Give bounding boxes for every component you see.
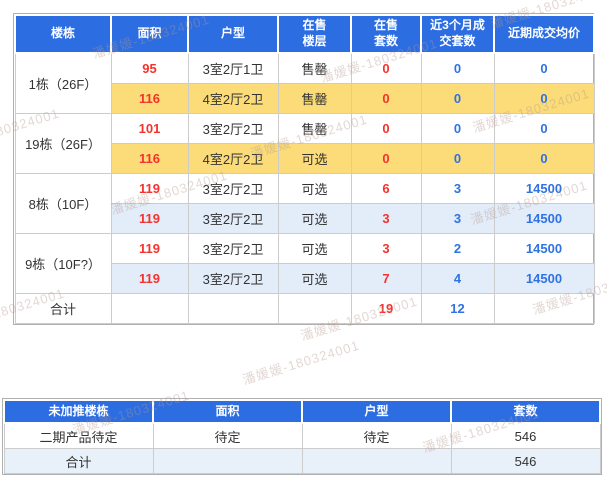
area-cell [152,448,303,474]
sold-count-cell: 0 [420,83,495,114]
total-sold-cell: 12 [420,293,495,324]
area-cell: 待定 [152,422,303,449]
floor-status-cell: 可选 [277,173,352,204]
sale-status-table-container: 楼栋 面积 户型 在售 楼层 在售 套数 近3个月成 交套数 近期成交均价 1栋… [13,13,595,325]
layout-cell: 3室2厅2卫 [187,203,279,234]
table-row: 116 4室2厅2卫 售罄 0 0 0 [15,83,595,114]
floor-status-cell: 售罄 [277,113,352,144]
watermark-text: 潘媛媛-180324001 [240,337,362,388]
building-cell: 8栋（10F） [14,173,112,234]
column-header-unit-count: 套数 [450,399,601,424]
area-cell: 119 [110,203,189,234]
table-row: 1栋（26F） 95 3室2厅1卫 售罄 0 0 0 [14,52,595,114]
column-header-layout: 户型 [187,14,279,54]
unreleased-table-container: 未加推楼栋 面积 户型 套数 二期产品待定 待定 待定 546 合计 546 [2,398,602,475]
column-header-unreleased-building: 未加推楼栋 [3,399,154,424]
total-row: 合计 19 12 [14,293,595,324]
onsale-count-cell: 0 [350,52,422,84]
avg-price-cell: 0 [493,52,595,84]
area-cell: 101 [110,113,189,144]
sold-count-cell: 0 [420,113,495,144]
total-label-cell: 合计 [14,293,112,324]
unit-count-cell: 546 [450,422,601,449]
floor-status-cell: 售罄 [277,52,352,84]
area-cell: 119 [110,263,189,294]
floor-status-cell: 可选 [277,203,352,234]
column-header-area: 面积 [110,14,189,54]
column-header-avg-price: 近期成交均价 [493,14,595,54]
layout-cell: 4室2厅2卫 [187,143,279,174]
layout-cell: 3室2厅2卫 [187,113,279,144]
avg-price-cell: 14500 [493,233,595,264]
sold-count-cell: 2 [420,233,495,264]
table-row: 二期产品待定 待定 待定 546 [3,422,601,449]
table-row: 116 4室2厅2卫 可选 0 0 0 [15,143,595,174]
building-cell: 9栋（10F?） [14,233,112,294]
area-cell: 116 [110,83,189,114]
table-row: 119 3室2厅2卫 可选 3 3 14500 [15,203,595,234]
onsale-count-cell: 0 [350,83,422,114]
onsale-count-cell: 3 [350,233,422,264]
onsale-count-cell: 7 [350,263,422,294]
building-cell: 1栋（26F） [14,52,112,114]
floor-status-cell: 售罄 [277,83,352,114]
layout-cell: 3室2厅2卫 [187,263,279,294]
total-row: 合计 546 [3,448,601,474]
onsale-count-cell: 0 [350,143,422,174]
avg-price-cell: 0 [493,83,595,114]
area-cell [110,293,189,324]
table-header-row: 楼栋 面积 户型 在售 楼层 在售 套数 近3个月成 交套数 近期成交均价 [14,14,595,54]
avg-price-cell [493,293,595,324]
building-cell: 二期产品待定 [3,422,154,449]
area-cell: 119 [110,233,189,264]
sold-count-cell: 3 [420,203,495,234]
total-label-cell: 合计 [3,448,154,474]
avg-price-cell: 0 [493,143,595,174]
building-cell: 19栋（26F） [14,113,112,174]
onsale-count-cell: 6 [350,173,422,204]
layout-cell: 3室2厅1卫 [187,52,279,84]
area-cell: 116 [110,143,189,174]
column-header-area: 面积 [152,399,303,424]
table-row: 9栋（10F?） 119 3室2厅2卫 可选 3 2 14500 [14,233,595,294]
table-header-row: 未加推楼栋 面积 户型 套数 [3,399,601,424]
sold-count-cell: 0 [420,143,495,174]
sold-count-cell: 0 [420,52,495,84]
layout-cell [301,448,452,474]
unreleased-table: 未加推楼栋 面积 户型 套数 二期产品待定 待定 待定 546 合计 546 [3,399,601,474]
floor-status-cell [277,293,352,324]
avg-price-cell: 14500 [493,263,595,294]
onsale-count-cell: 3 [350,203,422,234]
layout-cell: 3室2厅2卫 [187,173,279,204]
layout-cell: 4室2厅2卫 [187,83,279,114]
area-cell: 95 [110,52,189,84]
area-cell: 119 [110,173,189,204]
unit-count-cell: 546 [450,448,601,474]
floor-status-cell: 可选 [277,143,352,174]
layout-cell: 3室2厅2卫 [187,233,279,264]
sold-count-cell: 4 [420,263,495,294]
avg-price-cell: 0 [493,113,595,144]
sale-status-table: 楼栋 面积 户型 在售 楼层 在售 套数 近3个月成 交套数 近期成交均价 1栋… [14,14,595,324]
column-header-building: 楼栋 [14,14,112,54]
column-header-layout: 户型 [301,399,452,424]
floor-status-cell: 可选 [277,233,352,264]
total-onsale-cell: 19 [350,293,422,324]
column-header-floors: 在售 楼层 [277,14,352,54]
layout-cell [187,293,279,324]
column-header-onsale: 在售 套数 [350,14,422,54]
column-header-sold-3m: 近3个月成 交套数 [420,14,495,54]
onsale-count-cell: 0 [350,113,422,144]
table-row: 19栋（26F） 101 3室2厅2卫 售罄 0 0 0 [14,113,595,174]
avg-price-cell: 14500 [493,203,595,234]
layout-cell: 待定 [301,422,452,449]
floor-status-cell: 可选 [277,263,352,294]
table-row: 8栋（10F） 119 3室2厅2卫 可选 6 3 14500 [14,173,595,234]
sold-count-cell: 3 [420,173,495,204]
avg-price-cell: 14500 [493,173,595,204]
